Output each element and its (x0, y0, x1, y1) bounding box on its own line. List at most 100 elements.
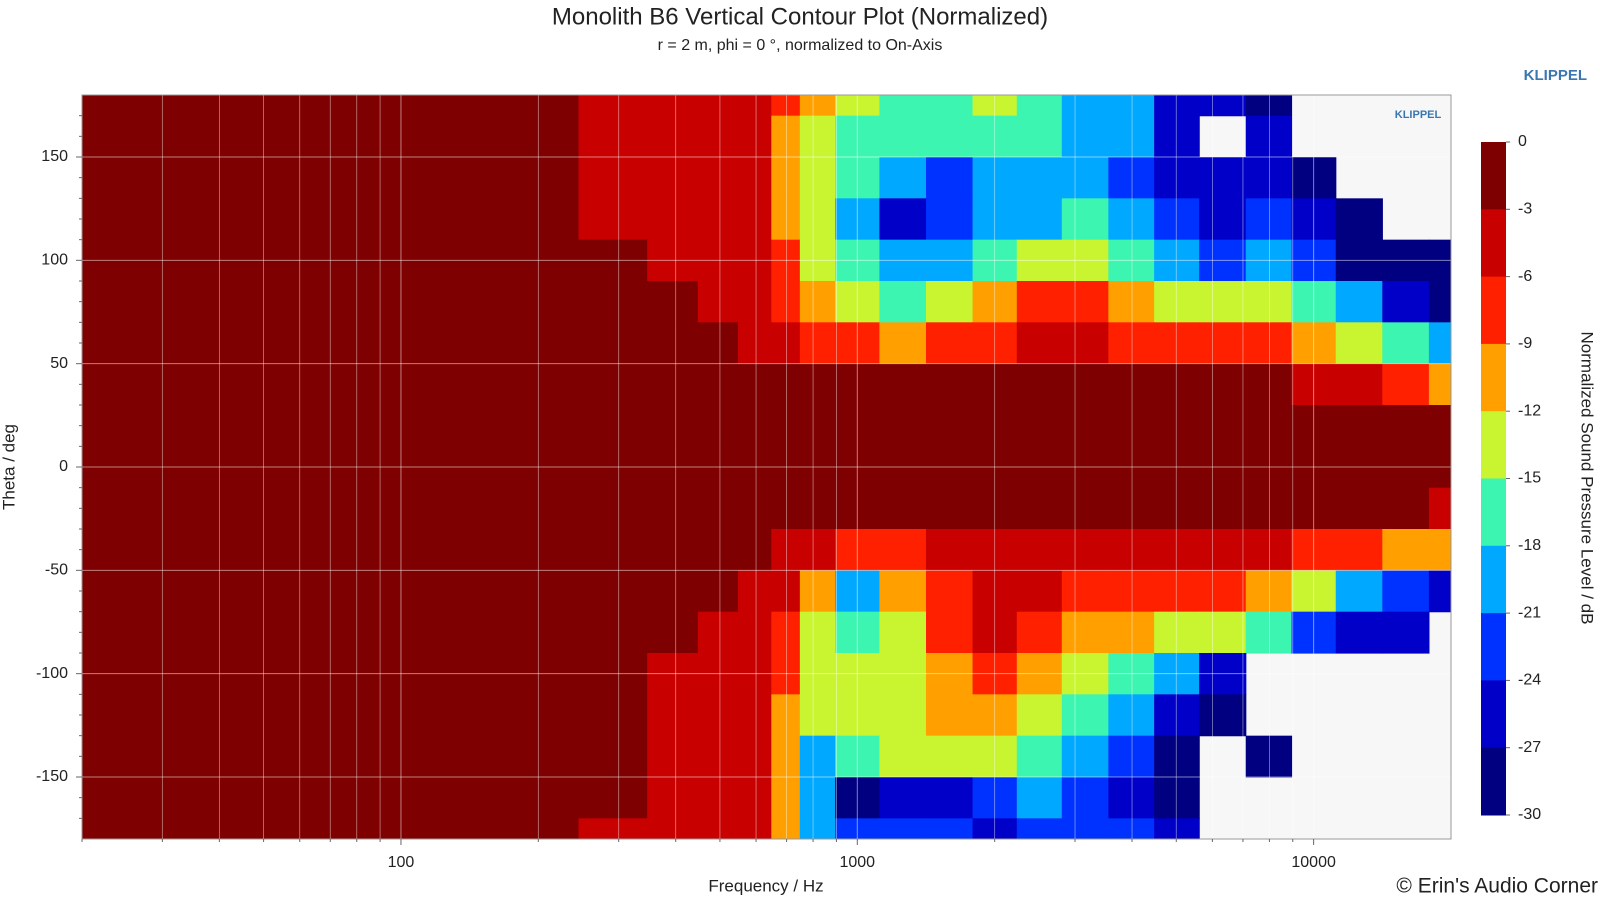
y-tick-label: -50 (45, 562, 68, 579)
heatmap-cell (1108, 735, 1155, 778)
heatmap-cell (1245, 198, 1293, 241)
heatmap-cell (925, 281, 974, 323)
heatmap-cell (1108, 570, 1155, 613)
x-tick-label: 100 (388, 854, 415, 871)
heatmap-cell (879, 115, 927, 158)
heatmap-cell (1154, 570, 1200, 613)
heatmap-cell (799, 198, 836, 241)
heatmap-cell (578, 570, 648, 613)
heatmap-cell (1108, 157, 1155, 199)
heatmap-cell (771, 322, 801, 365)
heatmap-cell (469, 529, 580, 571)
heatmap-cell (1245, 487, 1293, 530)
x-axis-label: Frequency / Hz (708, 876, 823, 895)
heatmap-cell (1245, 570, 1293, 613)
heatmap-cell (578, 818, 648, 839)
heatmap-cell (771, 115, 801, 158)
heatmap-cell (469, 487, 580, 530)
heatmap-cell (1016, 777, 1063, 819)
heatmap-cell (1061, 198, 1109, 241)
heatmap-cell (925, 570, 974, 613)
heatmap-cell (82, 281, 174, 323)
heatmap-cell (925, 777, 974, 819)
heatmap-cell (1382, 281, 1430, 323)
heatmap-cell (578, 322, 648, 365)
heatmap-cell (578, 363, 648, 406)
heatmap-cell (925, 157, 974, 199)
heatmap-cell (1016, 529, 1063, 571)
heatmap-cell (925, 405, 974, 447)
colorbar-tick-label: -6 (1518, 268, 1532, 285)
heatmap-cell (1335, 611, 1383, 654)
heatmap-cell (879, 570, 927, 613)
heatmap-cell (1061, 322, 1109, 365)
heatmap-cell (82, 95, 174, 117)
heatmap-cell (697, 115, 739, 158)
heatmap-cell (172, 818, 333, 839)
heatmap-cell (1061, 115, 1109, 158)
heatmap-cell (647, 115, 699, 158)
heatmap-cell (1016, 405, 1063, 447)
heatmap-cell (172, 777, 333, 819)
heatmap-cell (82, 735, 174, 778)
colorbar-label: Normalized Sound Pressure Level / dB (1578, 332, 1597, 625)
heatmap-cell (82, 115, 174, 158)
heatmap-cell (1199, 95, 1247, 117)
heatmap-cell (799, 694, 836, 737)
heatmap-cell (647, 405, 699, 447)
heatmap-cell (1245, 611, 1293, 654)
heatmap-cell (1382, 487, 1430, 530)
heatmap-cell (1061, 694, 1109, 737)
heatmap-cell (1382, 570, 1430, 613)
colorbar-tick-label: 0 (1518, 133, 1527, 150)
heatmap-cell (647, 281, 699, 323)
heatmap-cell (1154, 487, 1200, 530)
grid (81, 95, 1451, 839)
heatmap-cell (82, 198, 174, 241)
colorbar-tick-label: -21 (1518, 604, 1541, 621)
heatmap-cell (1154, 281, 1200, 323)
heatmap-cell (697, 363, 739, 406)
heatmap-cell (469, 694, 580, 737)
heatmap-cell (1428, 570, 1451, 613)
heatmap-cell (1108, 281, 1155, 323)
heatmap-cell (647, 570, 699, 613)
heatmap-cell (771, 281, 801, 323)
heatmap-cell (697, 694, 739, 737)
heatmap-cell (1108, 322, 1155, 365)
x-tick-label: 1000 (839, 854, 875, 871)
heatmap-cell (1061, 281, 1109, 323)
heatmap-cell (1199, 570, 1247, 613)
heatmap-cell (697, 777, 739, 819)
heatmap-cell (1016, 198, 1063, 241)
heatmap-cell (1061, 405, 1109, 447)
colorbar-band (1481, 209, 1506, 278)
heatmap-cell (925, 322, 974, 365)
heatmap-cell (697, 735, 739, 778)
heatmap-cell (172, 570, 333, 613)
heatmap-cell (1335, 281, 1383, 323)
heatmap-cell (799, 115, 836, 158)
heatmap-cell (647, 818, 699, 839)
heatmap-cell (1428, 322, 1451, 365)
heatmap-cell (1335, 198, 1383, 241)
heatmap-cell (1154, 157, 1200, 199)
heatmap-cell (469, 157, 580, 199)
heatmap-cell (1245, 735, 1293, 778)
heatmap-cell (82, 818, 174, 839)
heatmap-cell (1245, 322, 1293, 365)
chart-title: Monolith B6 Vertical Contour Plot (Norma… (552, 3, 1048, 30)
heatmap-cell (1154, 777, 1200, 819)
heatmap-cell (771, 570, 801, 613)
heatmap-cell (1108, 529, 1155, 571)
heatmap-cell (469, 198, 580, 241)
heatmap-cell (1199, 487, 1247, 530)
colorbar-tick-label: -30 (1518, 806, 1541, 823)
heatmap-cell (737, 281, 772, 323)
colorbar-band (1481, 747, 1506, 816)
heatmap-cell (799, 818, 836, 839)
heatmap-cell (1061, 529, 1109, 571)
heatmap-cell (172, 95, 333, 117)
heatmap-cell (925, 694, 974, 737)
heatmap-cell (1335, 570, 1383, 613)
